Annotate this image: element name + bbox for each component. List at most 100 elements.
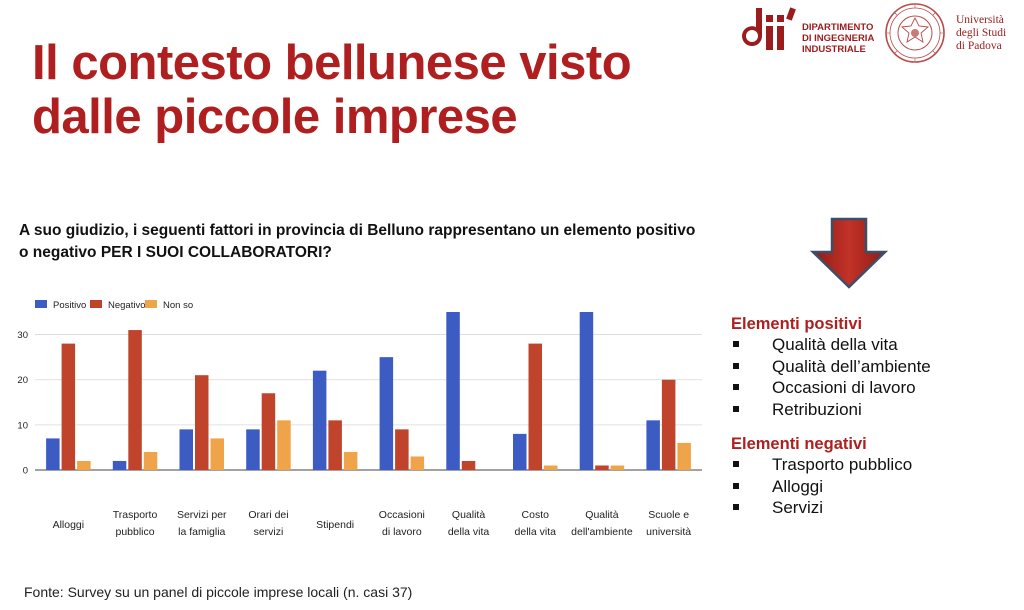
legend-swatch <box>90 300 102 308</box>
legend-label: Negativo <box>108 300 146 311</box>
bar <box>143 451 158 470</box>
bar <box>179 429 193 470</box>
positives-item: Qualità dell’ambiente <box>731 356 1021 378</box>
x-tick-label: Servizi per <box>177 509 227 521</box>
legend-swatch <box>35 300 47 308</box>
bar-chart: Positivo Negativo Non so 0 10 20 30 Alloggi Tr… <box>17 300 702 538</box>
x-tick-label: università <box>646 526 691 538</box>
bar <box>513 433 527 470</box>
y-tick-label: 30 <box>17 330 28 341</box>
y-tick-label: 0 <box>23 466 28 477</box>
x-tick-label: Qualità <box>452 509 485 521</box>
x-tick-label: Alloggi <box>53 519 85 531</box>
y-tick-label: 20 <box>17 375 28 386</box>
x-tick-label: della vita <box>515 526 557 538</box>
bar <box>595 465 609 470</box>
bar <box>446 312 460 470</box>
negatives-item: Alloggi <box>731 476 1021 498</box>
question-line-2: o negativo PER I SUOI COLLABORATORI? <box>19 244 332 261</box>
legend-label: Non so <box>163 300 193 311</box>
chart-bars <box>46 312 691 470</box>
x-tick-label: la famiglia <box>178 526 225 538</box>
title-line-2: dalle piccole imprese <box>32 90 518 144</box>
positives-item-label: Qualità dell’ambiente <box>772 356 931 376</box>
question-line-1: A suo giudizio, i seguenti fattori in pr… <box>19 222 696 239</box>
bullet-icon <box>733 482 739 489</box>
slide-title: Il contesto bellunese visto dalle piccol… <box>32 36 732 144</box>
x-tick-label: della vita <box>448 526 490 538</box>
positives-list: Qualità della vita Qualità dell’ambiente O… <box>731 334 1021 420</box>
chart-legend: Positivo Negativo Non so <box>35 300 193 311</box>
dii-department-name: DIPARTIMENTO DI INGEGNERIA INDUSTRIALE <box>802 22 875 55</box>
x-tick-label: Qualità <box>585 509 618 521</box>
negatives-item: Trasporto pubblico <box>731 454 1021 476</box>
legend-label: Positivo <box>53 300 86 311</box>
negatives-item-label: Trasporto pubblico <box>772 455 913 474</box>
bar <box>277 420 291 470</box>
bar <box>328 420 342 470</box>
positives-item: Qualità della vita <box>731 334 1021 356</box>
bar <box>261 393 276 470</box>
bullet-icon <box>733 362 739 369</box>
dii-logo-mark <box>742 7 796 50</box>
bullet-icon <box>733 405 739 412</box>
survey-question: A suo giudizio, i seguenti fattori in pr… <box>19 220 719 264</box>
bar <box>312 370 327 470</box>
x-tick-label: di lavoro <box>382 526 422 538</box>
x-tick-label: Costo <box>522 509 550 521</box>
bar <box>343 451 358 470</box>
university-seal-icon <box>885 3 945 63</box>
university-name: Università degli Studi di Padova <box>956 14 1007 52</box>
x-tick-label: Stipendi <box>316 519 354 531</box>
negatives-heading: Elementi negativi <box>731 435 867 453</box>
dii-logo: DIPARTIMENTO DI INGEGNERIA INDUSTRIALE <box>740 6 880 56</box>
x-tick-label: dell'ambiente <box>571 526 633 538</box>
x-tick-label: pubblico <box>115 526 154 538</box>
down-arrow-icon <box>810 217 888 289</box>
negatives-item: Servizi <box>731 497 1021 519</box>
title-line-1: Il contesto bellunese visto <box>32 36 632 90</box>
bar <box>410 456 425 470</box>
bar <box>46 438 60 470</box>
positives-item: Retribuzioni <box>731 399 1021 421</box>
bar <box>195 375 209 470</box>
bar <box>579 312 594 470</box>
bar <box>528 343 542 470</box>
bar <box>246 429 260 470</box>
bar <box>661 379 676 470</box>
legend-swatch <box>145 300 157 308</box>
bar <box>610 465 625 470</box>
summary-lists: Elementi positivi Qualità della vita Qual… <box>731 314 1021 519</box>
x-tick-label: Trasporto <box>113 509 158 521</box>
bullet-icon <box>733 384 739 390</box>
chart-x-labels: Alloggi Trasporto pubblico Servizi per la fa… <box>53 509 692 538</box>
bar <box>395 429 409 470</box>
bar <box>677 442 691 470</box>
x-tick-label: Occasioni <box>379 509 425 521</box>
positives-item-label: Occasioni di lavoro <box>772 378 916 397</box>
bar <box>544 465 558 470</box>
bar <box>128 330 142 470</box>
positives-item-label: Retribuzioni <box>772 399 862 419</box>
positives-item-label: Qualità della vita <box>772 335 898 354</box>
bar <box>112 460 127 470</box>
negatives-item-label: Alloggi <box>772 476 824 496</box>
bar <box>61 343 76 470</box>
positives-heading: Elementi positivi <box>731 315 863 333</box>
bullet-icon <box>733 341 739 347</box>
y-tick-label: 10 <box>17 420 28 431</box>
bar <box>77 460 91 470</box>
negatives-list: Trasporto pubblico Alloggi Servizi <box>731 454 1021 519</box>
x-tick-label: Scuole e <box>648 509 689 521</box>
x-tick-label: Orari dei <box>248 509 288 521</box>
chart-grid: 0 10 20 30 <box>17 330 702 477</box>
bar <box>461 460 476 470</box>
bar <box>210 438 224 470</box>
bar <box>379 357 394 470</box>
negatives-item-label: Servizi <box>772 498 824 517</box>
bullet-icon <box>733 504 739 510</box>
source-note: Fonte: Survey su un panel di piccole imp… <box>24 584 413 600</box>
bar <box>646 420 660 470</box>
x-tick-label: servizi <box>254 526 284 538</box>
bullet-icon <box>733 461 739 467</box>
